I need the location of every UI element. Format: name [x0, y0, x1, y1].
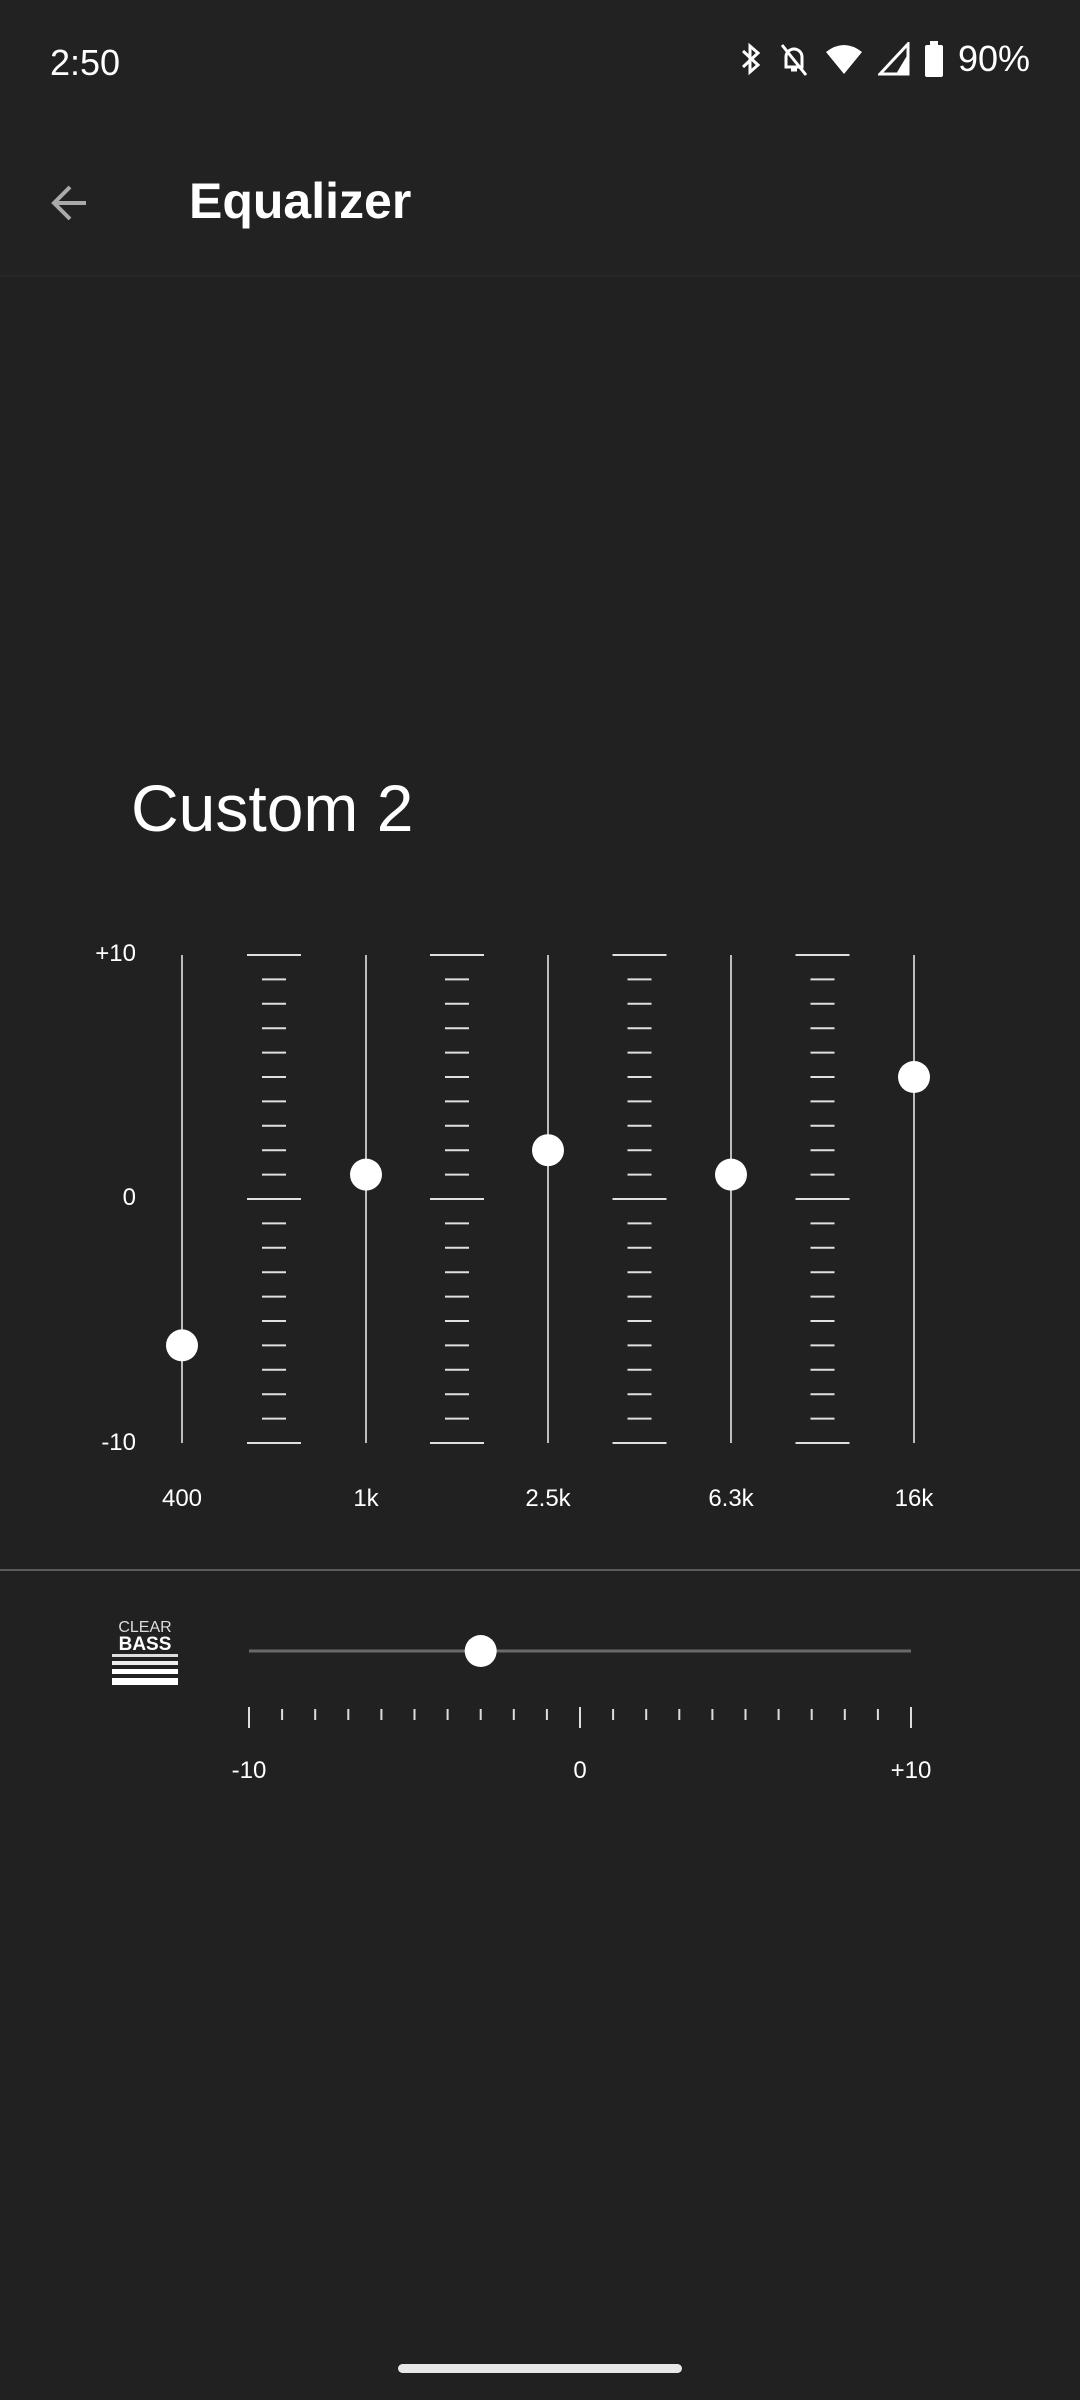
eq-band-label: 400	[161, 1485, 203, 1512]
eq-band-thumb[interactable]	[898, 1061, 930, 1093]
status-icons: 90%	[738, 38, 1030, 80]
eq-band-label: 6.3k	[708, 1485, 754, 1512]
battery-percent: 90%	[957, 38, 1030, 79]
svg-text:BASS: BASS	[119, 1634, 172, 1655]
eq-band-label: 16k	[894, 1485, 934, 1512]
clear-bass-min-label: -10	[231, 1757, 267, 1784]
wifi-icon	[825, 45, 862, 74]
clear-bass-max-label: +10	[890, 1757, 932, 1784]
divider	[0, 1569, 1080, 1571]
app-bar	[0, 0, 1080, 277]
arrow-back-icon[interactable]	[40, 170, 106, 236]
eq-band-thumb[interactable]	[166, 1329, 198, 1362]
preset-name[interactable]: Custom 2	[131, 771, 414, 845]
signal-icon	[877, 42, 910, 76]
clear-bass-slider	[248, 1635, 912, 1728]
eq-band-thumb[interactable]	[350, 1158, 382, 1191]
eq-scale-max: +10	[95, 940, 136, 967]
home-indicator[interactable]	[398, 2364, 682, 2373]
bluetooth-icon	[741, 42, 761, 76]
eq-scale-min: -10	[101, 1429, 136, 1456]
eq-scale-mid: 0	[122, 1184, 136, 1211]
clear-bass-mid-label: 0	[573, 1757, 587, 1784]
eq-band-thumb[interactable]	[715, 1158, 747, 1191]
clear-bass-logo: CLEAR BASS	[112, 1619, 178, 1685]
clear-bass-thumb[interactable]	[464, 1635, 497, 1667]
bell-off-icon	[780, 44, 808, 76]
eq-band-label: 1k	[353, 1485, 379, 1512]
equalizer-bands	[166, 954, 930, 1444]
status-time: 2:50	[50, 42, 121, 83]
battery-icon	[924, 41, 943, 77]
eq-band-label: 2.5k	[525, 1485, 571, 1512]
eq-band-thumb[interactable]	[532, 1134, 564, 1167]
page-title: Equalizer	[189, 173, 412, 229]
svg-text:CLEAR: CLEAR	[118, 1619, 171, 1636]
